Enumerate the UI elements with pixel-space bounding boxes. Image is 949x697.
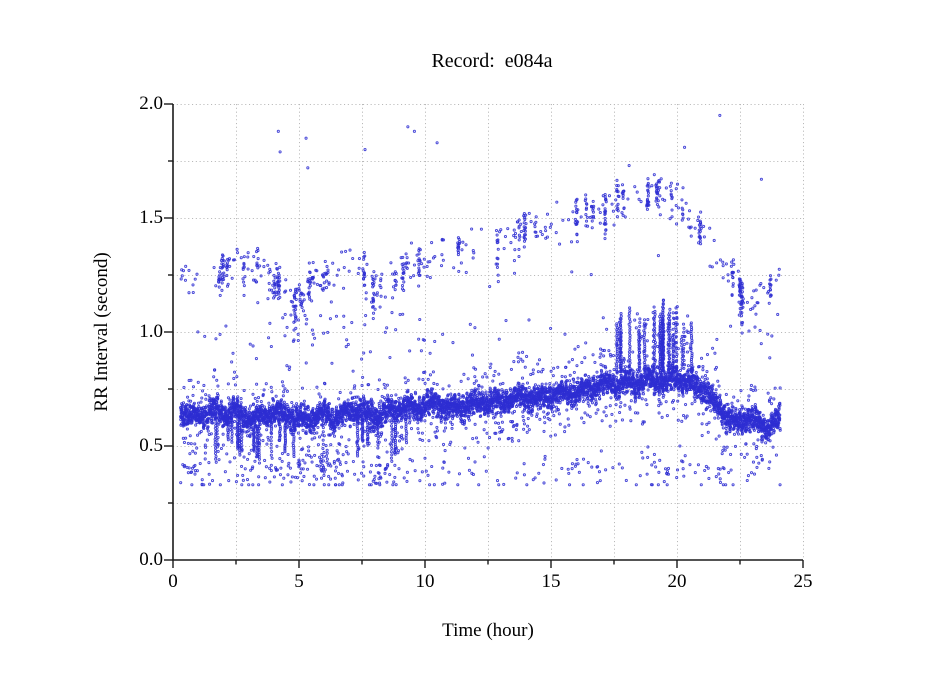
- chart-title: Record: e084a: [431, 50, 553, 72]
- y-tick-label: 0.0: [139, 549, 163, 570]
- x-axis-label: Time (hour): [442, 620, 534, 641]
- x-tick-label: 25: [793, 571, 813, 592]
- x-tick-label: 20: [667, 571, 687, 592]
- y-tick-label: 2.0: [139, 93, 163, 114]
- x-tick-label: 15: [541, 571, 561, 592]
- y-tick-label: 1.0: [139, 321, 163, 342]
- y-axis-label: RR Interval (second): [91, 252, 112, 412]
- x-tick-label: 0: [168, 571, 178, 592]
- x-tick-label: 10: [415, 571, 435, 592]
- y-tick-label: 0.5: [139, 435, 163, 456]
- x-tick-label: 5: [294, 571, 304, 592]
- y-tick-label: 1.5: [139, 207, 163, 228]
